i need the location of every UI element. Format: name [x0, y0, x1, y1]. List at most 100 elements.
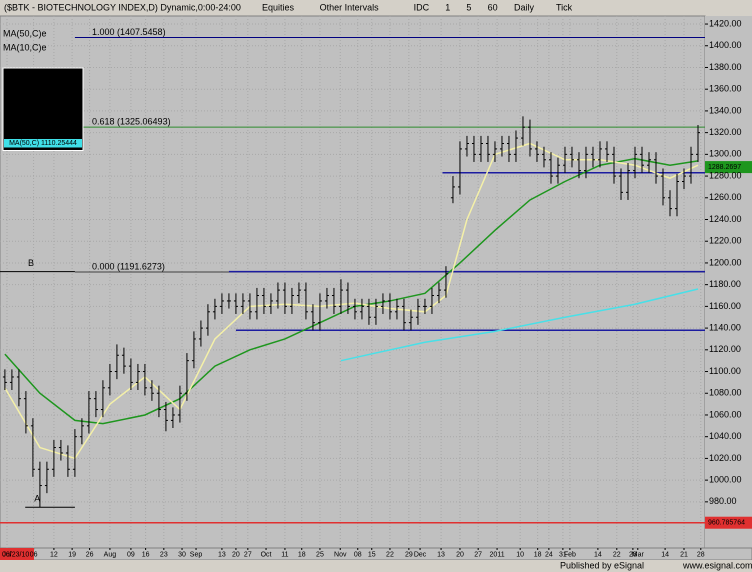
x-tick-label: 14 — [661, 551, 669, 558]
x-tick-label: Sep — [190, 551, 203, 558]
y-tick-label: 1200.00 — [709, 257, 742, 267]
x-tick-label: 14 — [594, 551, 602, 558]
x-tick-label: 20 — [232, 551, 240, 558]
data-window-row: Close 1072.8460 — [17, 132, 70, 139]
annotation-text: A — [34, 494, 40, 504]
y-tick-label: 1180.00 — [709, 279, 741, 289]
annotation-text: B — [28, 258, 34, 268]
x-tick-label: 21 — [680, 551, 688, 558]
ma-line — [4, 142, 699, 460]
toolbar-item[interactable]: Equities — [262, 2, 295, 12]
x-tick-label: 26 — [86, 551, 94, 558]
x-tick-label: 24 — [545, 551, 553, 558]
x-tick-label: 19 — [68, 551, 76, 558]
toolbar-item[interactable]: Other Intervals — [320, 2, 380, 12]
y-tick-label: 1300.00 — [709, 149, 742, 159]
x-tick-label: 25 — [316, 551, 324, 558]
x-tick-label: 23 — [160, 551, 168, 558]
x-tick-label: 27 — [474, 551, 482, 558]
toolbar-item[interactable]: 5 — [466, 2, 471, 12]
y-tick-label: 1080.00 — [709, 388, 742, 398]
x-tick-label: 20 — [456, 551, 464, 558]
price-tag-label: 1288.2697 — [708, 164, 741, 171]
x-tick-label: 09 — [127, 551, 135, 558]
x-tick-label: 10 — [516, 551, 524, 558]
data-window — [2, 67, 84, 151]
toolbar-item[interactable]: Daily — [514, 2, 535, 12]
y-tick-label: 1260.00 — [709, 192, 742, 202]
y-tick-label: 1000.00 — [709, 475, 742, 485]
x-tick-label: 22 — [613, 551, 621, 558]
toolbar — [0, 0, 752, 16]
legend-entry: MA(10,C)e — [3, 42, 47, 52]
chart-title: ($BTK - BIOTECHNOLOGY INDEX,D) Dynamic,0… — [4, 2, 241, 12]
x-tick-label: 27 — [244, 551, 252, 558]
data-window-row: Date: 06/23/10 — [20, 81, 66, 88]
price-tag-label: 960.785764 — [708, 520, 745, 527]
date-tag-label: 06/23/10 — [2, 551, 29, 558]
y-tick-label: 1140.00 — [709, 322, 741, 332]
x-tick-label: 28 — [697, 551, 705, 558]
y-tick-label: 1420.00 — [709, 18, 742, 28]
y-tick-label: 980.00 — [709, 496, 737, 506]
y-tick-label: 1020.00 — [709, 453, 742, 463]
x-tick-label: 16 — [142, 551, 150, 558]
y-tick-label: 1220.00 — [709, 236, 742, 246]
y-tick-label: 1240.00 — [709, 214, 742, 224]
x-tick-label: Nov — [334, 551, 347, 558]
x-tick-label: 13 — [437, 551, 445, 558]
fib-label: 1.000 (1407.5458) — [92, 27, 166, 37]
y-tick-label: 1060.00 — [709, 409, 742, 419]
data-window-row: MA(50,C) 1110.25444 — [9, 140, 77, 147]
toolbar-item[interactable]: IDC — [414, 2, 430, 12]
plot-area — [0, 15, 706, 549]
x-tick-label: 29 — [405, 551, 413, 558]
data-window-row: High 1080.6845 — [18, 115, 68, 122]
x-tick-label: 12 — [50, 551, 58, 558]
x-tick-label: 30 — [178, 551, 186, 558]
x-tick-label: Mar — [632, 551, 645, 558]
y-tick-label: 1100.00 — [709, 366, 741, 376]
x-tick-label: 18 — [298, 551, 306, 558]
x-tick-label: 11 — [281, 551, 288, 558]
x-tick-label: Aug — [104, 551, 117, 558]
status-bar — [0, 560, 752, 572]
x-tick-label: Feb — [564, 551, 576, 558]
x-tick-label: 31 — [559, 551, 567, 558]
status-left: Published by eSignal — [560, 560, 644, 570]
y-tick-label: 1280.00 — [709, 170, 742, 180]
date-tag — [0, 548, 34, 560]
x-tick-label: 28 — [629, 551, 637, 558]
y-tick-label: 1120.00 — [709, 344, 741, 354]
x-tick-label: Dec — [414, 551, 427, 558]
toolbar-item[interactable]: Tick — [556, 2, 573, 12]
y-tick-label: 1040.00 — [709, 431, 742, 441]
data-window-row: Symbol: $BTK,D — [17, 72, 69, 79]
ma-line — [340, 288, 699, 362]
marks — [0, 37, 705, 524]
status-right: www.esignal.com — [682, 560, 752, 570]
y-tick-label: 1380.00 — [709, 62, 742, 72]
price-tag — [705, 161, 752, 174]
y-tick-label: 1360.00 — [709, 84, 742, 94]
toolbar-item[interactable]: 1 — [445, 2, 450, 12]
y-tick-label: 1160.00 — [709, 301, 741, 311]
data-window-highlight — [4, 139, 82, 148]
x-tick-label: 08 — [354, 551, 362, 558]
x-tick-label: 13 — [218, 551, 226, 558]
x-tick-label: Jul — [3, 551, 12, 558]
data-window-row: Low 1066.6427 — [19, 123, 67, 130]
fib-label: 0.000 (1191.6273) — [92, 261, 165, 271]
x-tick-label: 22 — [386, 551, 394, 558]
x-tick-label: 2011 — [490, 551, 505, 558]
data-window-row: Time: 00:00 — [25, 89, 62, 96]
y-tick-label: 1400.00 — [709, 40, 742, 50]
data-window-row: Open 1069.0393 — [17, 106, 69, 113]
price-tag — [705, 516, 752, 529]
toolbar-item[interactable]: 60 — [488, 2, 498, 12]
y-tick-label: 1340.00 — [709, 105, 742, 115]
x-tick-label: Oct — [261, 551, 272, 558]
price-axis — [705, 16, 752, 548]
overlay: 1.000 (1407.5458) 0.618 (1325.06493) 0.000… — [0, 27, 752, 560]
